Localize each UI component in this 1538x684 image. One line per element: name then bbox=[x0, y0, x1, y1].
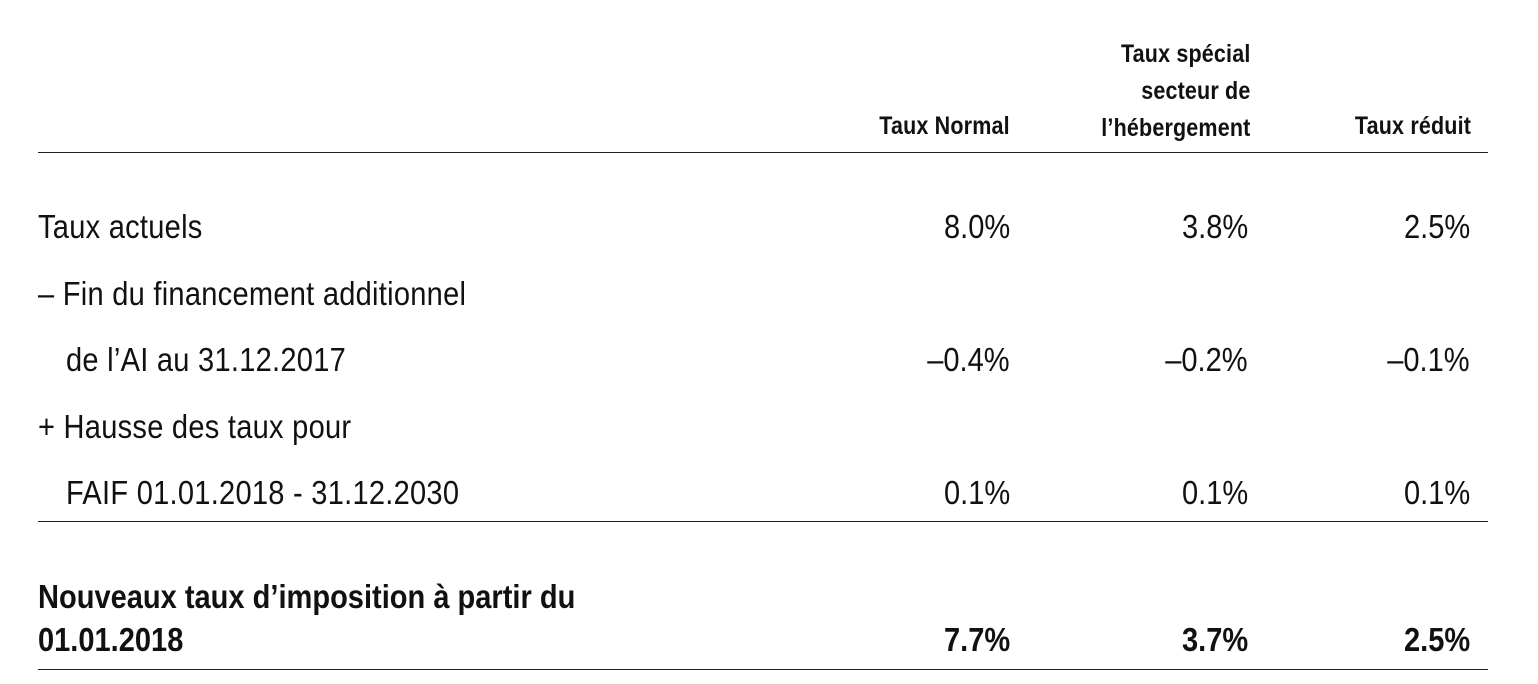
total-taux-normal: 7.7% bbox=[943, 621, 1010, 658]
header-line: secteur de bbox=[1140, 77, 1250, 105]
body-divider bbox=[38, 521, 1488, 522]
cell-taux-special: 0.1% bbox=[1181, 474, 1248, 511]
total-label-line2: 01.01.2018 bbox=[38, 621, 184, 658]
total-taux-reduit: 2.5% bbox=[1403, 621, 1470, 658]
cell-taux-special: 3.8% bbox=[1181, 208, 1248, 245]
column-header-taux-normal: Taux Normal bbox=[879, 108, 1010, 145]
header-line: l’hébergement bbox=[1100, 114, 1250, 142]
total-label-line1: Nouveaux taux d’imposition à partir du bbox=[38, 578, 576, 615]
cell-taux-normal: 8.0% bbox=[943, 208, 1010, 245]
cell-taux-normal: –0.4% bbox=[927, 341, 1010, 378]
cell-taux-reduit: 2.5% bbox=[1403, 208, 1470, 245]
row-label-hausse-taux: + Hausse des taux pour bbox=[38, 408, 352, 445]
column-header-taux-reduit: Taux réduit bbox=[1355, 108, 1471, 145]
header-line: Taux réduit bbox=[1354, 112, 1471, 140]
row-label-ai: de l’AI au 31.12.2017 bbox=[66, 341, 347, 378]
total-taux-special: 3.7% bbox=[1181, 621, 1248, 658]
cell-taux-special: –0.2% bbox=[1165, 341, 1248, 378]
cell-taux-reduit: –0.1% bbox=[1387, 341, 1470, 378]
cell-taux-reduit: 0.1% bbox=[1403, 474, 1470, 511]
cell-taux-normal: 0.1% bbox=[943, 474, 1010, 511]
column-header-taux-special: Taux spécial secteur de l’hébergement bbox=[1101, 36, 1250, 147]
header-line: Taux Normal bbox=[879, 112, 1010, 140]
row-label-fin-financement: – Fin du financement additionnel bbox=[38, 275, 467, 312]
footer-divider bbox=[38, 669, 1488, 670]
row-label-taux-actuels: Taux actuels bbox=[38, 208, 203, 245]
header-line: Taux spécial bbox=[1120, 40, 1250, 68]
header-divider bbox=[38, 152, 1488, 153]
row-label-faif: FAIF 01.01.2018 - 31.12.2030 bbox=[66, 474, 460, 511]
